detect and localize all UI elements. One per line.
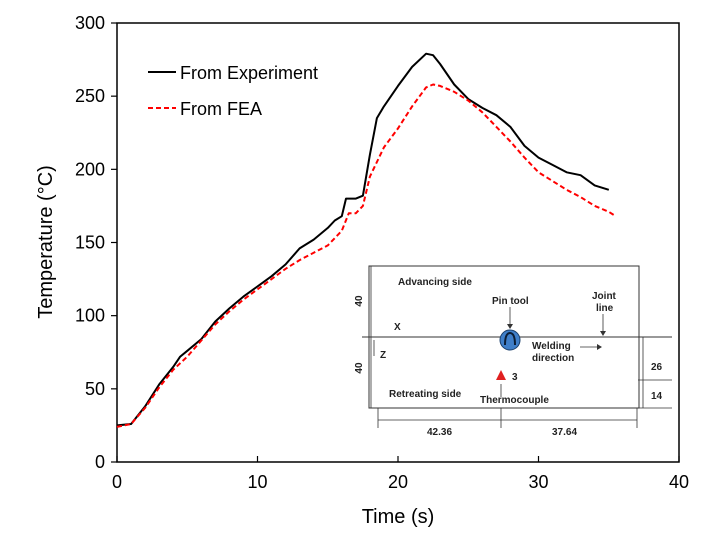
inset-x-label: X bbox=[394, 322, 401, 333]
inset-advancing-side: Advancing side bbox=[398, 277, 472, 288]
legend-label-fea: From FEA bbox=[180, 99, 262, 119]
x-axis-label: Time (s) bbox=[362, 506, 435, 528]
inset-z-label: Z bbox=[380, 350, 386, 361]
inset-joint-arrowhead bbox=[600, 331, 606, 336]
inset-joint-label-1: Joint bbox=[592, 291, 617, 302]
y-tick-label: 100 bbox=[75, 306, 105, 326]
inset-dim-bottom: 40 bbox=[354, 362, 365, 374]
inset-dim-top: 40 bbox=[354, 295, 365, 307]
x-axis: 0 10 20 30 40 bbox=[112, 456, 689, 492]
y-tick-label: 50 bbox=[85, 379, 105, 399]
x-tick-label: 40 bbox=[669, 472, 689, 492]
inset-thermocouple-id: 3 bbox=[512, 372, 518, 383]
series-line-fea bbox=[116, 83, 617, 428]
x-tick-label: 10 bbox=[247, 472, 267, 492]
y-tick-label: 200 bbox=[75, 159, 105, 179]
series-line-experiment bbox=[116, 52, 610, 427]
series-layer bbox=[116, 52, 617, 428]
x-tick-label: 30 bbox=[528, 472, 548, 492]
x-tick-label: 20 bbox=[388, 472, 408, 492]
inset-thermocouple-label: Thermocouple bbox=[480, 395, 549, 406]
inset-dim-right-top: 26 bbox=[651, 362, 663, 373]
x-tick-label: 0 bbox=[112, 472, 122, 492]
y-tick-label: 150 bbox=[75, 233, 105, 253]
y-axis-label: Temperature (°C) bbox=[35, 165, 57, 319]
inset-welding-label-1: Welding bbox=[532, 341, 571, 352]
inset-schematic: 40 40 Advancing side Retreating side X Z… bbox=[354, 265, 672, 438]
y-tick-label: 0 bbox=[95, 452, 105, 472]
legend-label-experiment: From Experiment bbox=[180, 63, 318, 83]
legend: From Experiment From FEA bbox=[148, 63, 318, 119]
y-tick-label: 300 bbox=[75, 13, 105, 33]
inset-dim-right: 37.64 bbox=[552, 427, 577, 438]
inset-welding-label-2: direction bbox=[532, 353, 574, 364]
y-axis: 0 50 100 150 200 250 300 bbox=[75, 13, 117, 472]
inset-joint-label-2: line bbox=[596, 303, 614, 314]
y-tick-label: 250 bbox=[75, 86, 105, 106]
pin-tool-rotation-icon bbox=[504, 331, 516, 346]
inset-pin-tool-label: Pin tool bbox=[492, 296, 529, 307]
inset-welding-arrowhead bbox=[597, 344, 602, 350]
inset-retreating-side: Retreating side bbox=[389, 389, 462, 400]
inset-dim-left: 42.36 bbox=[427, 427, 452, 438]
inset-dim-right-bottom: 14 bbox=[651, 391, 663, 402]
inset-pin-arrowhead bbox=[507, 324, 513, 329]
thermocouple-icon bbox=[496, 370, 506, 380]
